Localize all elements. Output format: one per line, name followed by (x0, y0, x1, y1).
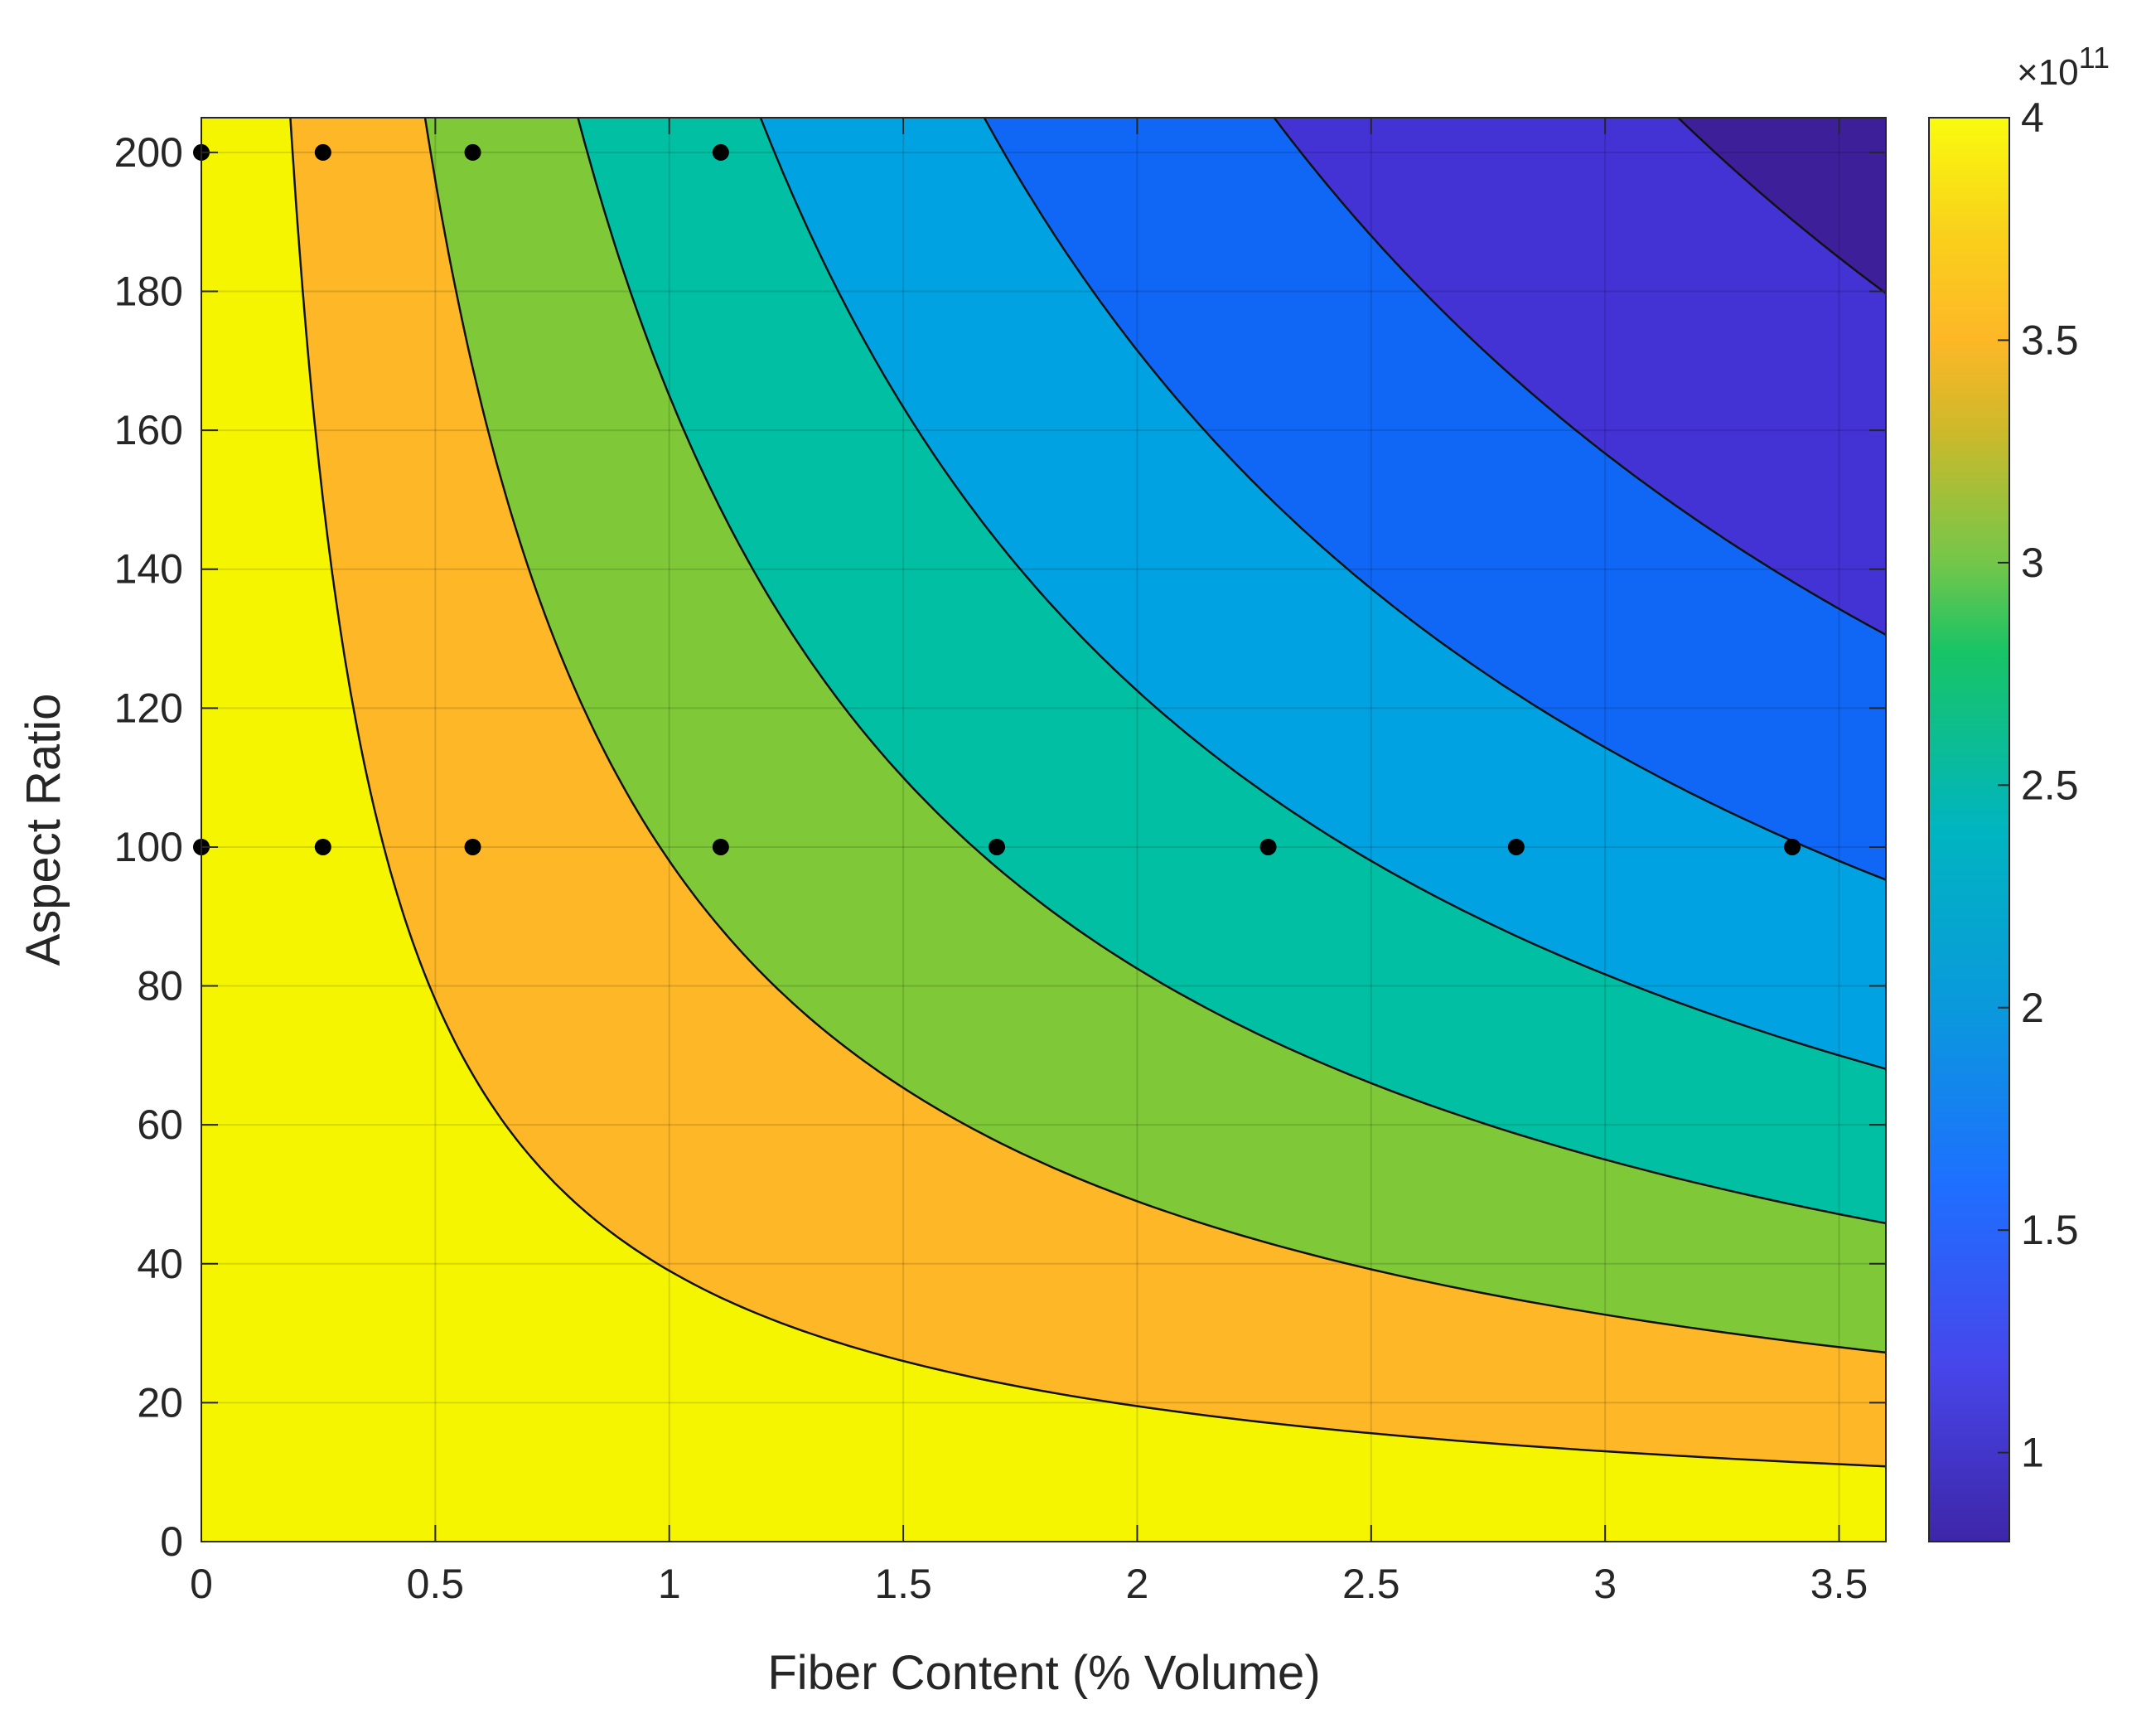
y-tick-label: 100 (114, 824, 183, 870)
contour-line-level-6 (1273, 118, 1886, 636)
y-tick-label: 40 (137, 1241, 183, 1287)
contour-region-8 (1678, 118, 1886, 293)
colorbar-tick-label: 3 (2021, 540, 2044, 586)
contour-line-level-5 (983, 118, 1886, 881)
y-axis: 0 20 40 60 80 100 120 140 160 180 200 (114, 129, 1886, 1565)
colorbar-tick-label: 2 (2021, 985, 2044, 1031)
contour-line-level-3 (577, 118, 1886, 1225)
colorbar-tick-label: 3.5 (2021, 317, 2079, 363)
contour-line-level-1 (289, 118, 1886, 1468)
y-tick-label: 60 (137, 1102, 183, 1148)
contour-lines (289, 118, 1886, 1468)
colorbar-ticks: 1 1.5 2 2.5 3 3.5 4 (1998, 94, 2079, 1476)
plot-frame (201, 117, 1887, 1542)
colorbar-gradient (1929, 118, 2009, 1542)
y-tick-label: 20 (137, 1379, 183, 1426)
colorbar-frame (1928, 117, 2010, 1542)
contour-line-level-7 (1677, 118, 1886, 294)
y-axis-label: Aspect Ratio (17, 694, 70, 966)
x-tick-label: 1 (658, 1561, 681, 1607)
colorbar-tick-label: 1.5 (2021, 1207, 2079, 1253)
sample-point (1784, 838, 1801, 855)
colorbar-multiplier-exponent: 11 (2079, 41, 2110, 75)
y-tick-label: 80 (137, 963, 183, 1010)
contour-line-level-4 (759, 118, 1886, 1070)
colorbar: 1 1.5 2 2.5 3 3.5 4 ×1011 (1928, 41, 2110, 1542)
sample-point (464, 838, 481, 855)
sample-point (1259, 838, 1277, 855)
x-tick-label: 1.5 (874, 1561, 932, 1607)
y-tick-label: 160 (114, 407, 183, 453)
colorbar-tick-label: 4 (2021, 94, 2044, 141)
x-tick-label: 2 (1126, 1561, 1149, 1607)
colorbar-multiplier: ×1011 (2017, 41, 2110, 93)
sample-point (712, 143, 729, 161)
x-tick-label: 0 (190, 1561, 213, 1607)
contour-line-level-2 (423, 118, 1886, 1354)
x-axis-label: Fiber Content (% Volume) (767, 1646, 1320, 1700)
sample-point (712, 838, 729, 855)
colorbar-multiplier-base: ×10 (2017, 52, 2079, 93)
colorbar-tick-label: 1 (2021, 1430, 2044, 1476)
y-tick-label: 140 (114, 546, 183, 593)
x-tick-label: 3.5 (1810, 1561, 1868, 1607)
contour-region-7 (1274, 118, 1886, 635)
x-tick-label: 2.5 (1342, 1561, 1400, 1607)
y-tick-label: 200 (114, 129, 183, 176)
sample-point (464, 143, 481, 161)
x-tick-label: 0.5 (407, 1561, 465, 1607)
sample-point (1507, 838, 1525, 855)
sample-points (193, 143, 1801, 855)
y-tick-label: 0 (160, 1518, 183, 1565)
contour-regions (201, 118, 1886, 1542)
y-tick-label: 120 (114, 685, 183, 731)
grid (201, 118, 1886, 1542)
sample-point (314, 143, 331, 161)
x-tick-label: 3 (1593, 1561, 1617, 1607)
sample-point (989, 838, 1006, 855)
colorbar-tick-label: 2.5 (2021, 762, 2079, 808)
x-axis: 0 0.5 1 1.5 2 2.5 3 3.5 (190, 118, 1868, 1607)
y-tick-label: 180 (114, 269, 183, 315)
sample-point (314, 838, 331, 855)
